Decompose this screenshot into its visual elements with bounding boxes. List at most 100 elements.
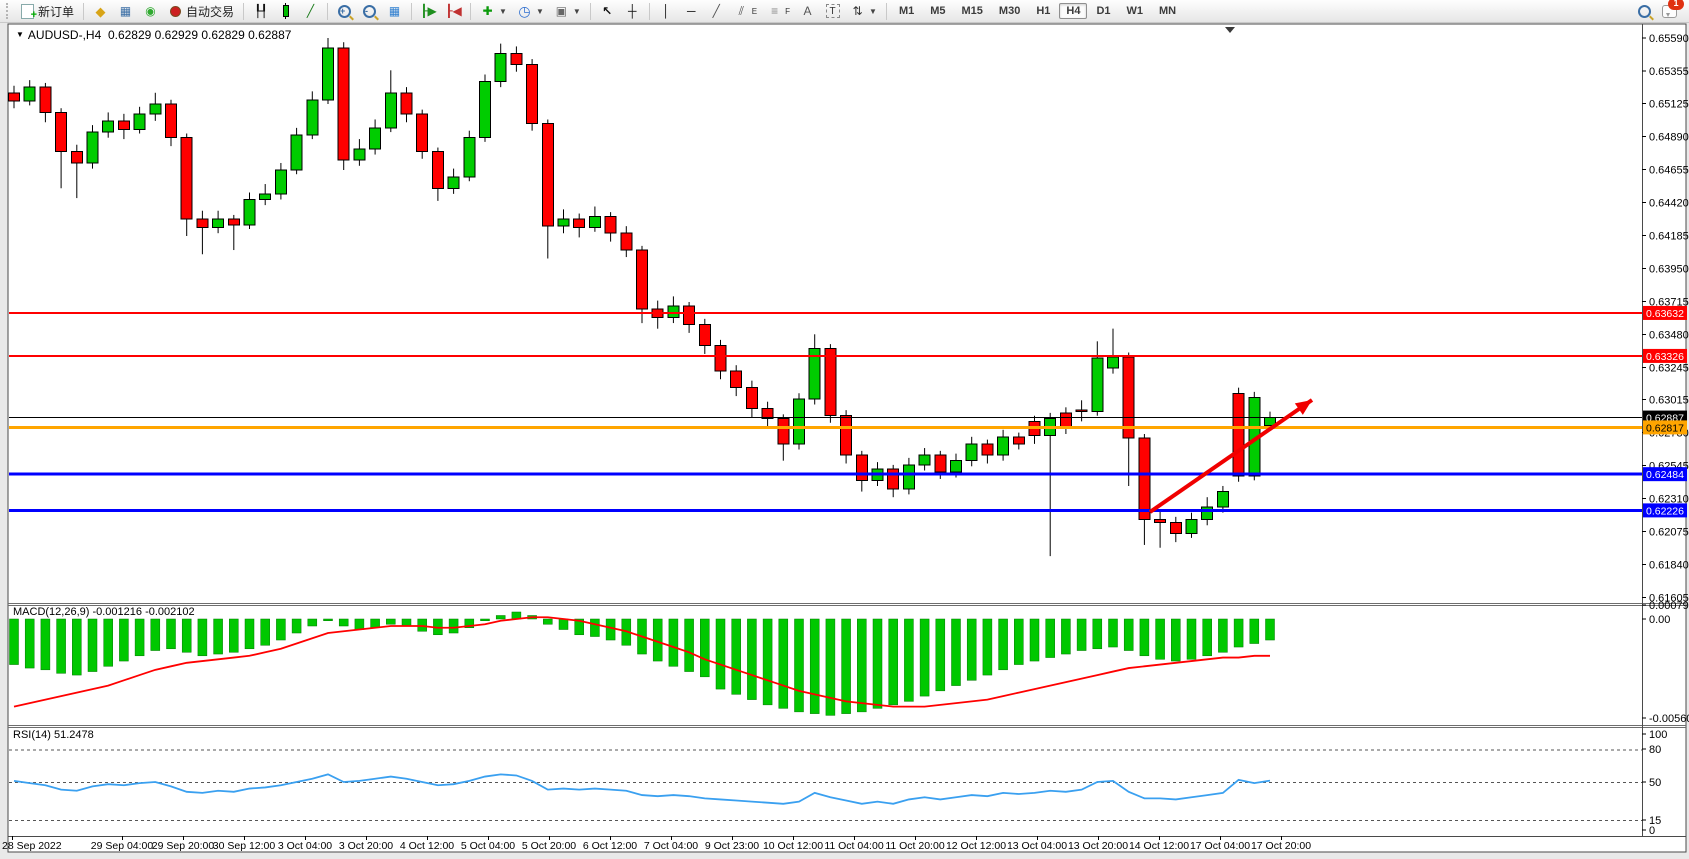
vertical-line-icon: │ bbox=[662, 3, 671, 18]
channel-button[interactable]: ⫽ E bbox=[729, 1, 762, 22]
macd-histogram-bar bbox=[1233, 618, 1244, 648]
price-badge-label: 0.62484 bbox=[1646, 469, 1684, 481]
candlestick bbox=[1232, 392, 1245, 477]
gold-button[interactable]: ◆ bbox=[88, 1, 113, 22]
horizontal-line-button[interactable]: ─ bbox=[679, 1, 704, 22]
candlestick bbox=[212, 218, 225, 229]
new-order-button[interactable]: 新订单 bbox=[15, 1, 79, 23]
arrows-button[interactable]: ⇅ ▼ bbox=[845, 1, 882, 22]
macd-histogram-bar bbox=[197, 618, 208, 657]
candlestick bbox=[1154, 519, 1167, 523]
zoom-in-icon: + bbox=[337, 4, 352, 19]
trend-arrow-head[interactable] bbox=[1294, 400, 1312, 415]
candlestick bbox=[510, 52, 523, 66]
macd-histogram-bar bbox=[213, 618, 223, 655]
candlestick bbox=[777, 418, 790, 445]
candlestick bbox=[8, 92, 20, 102]
label-button[interactable]: T bbox=[820, 1, 845, 22]
macd-histogram-bar bbox=[338, 618, 349, 627]
timeframe-button-M1[interactable]: M1 bbox=[898, 5, 915, 17]
tile-windows-button[interactable]: ▦ bbox=[382, 1, 407, 22]
candlestick bbox=[588, 215, 601, 229]
bar-chart-button[interactable]: ┞┦ bbox=[248, 1, 273, 22]
price-tick-label: 0.63015 bbox=[1649, 395, 1689, 407]
autotrading-button[interactable]: 自动交易 bbox=[163, 1, 239, 22]
macd-histogram-bar bbox=[244, 618, 255, 650]
timeframe-button-M30[interactable]: M30 bbox=[998, 5, 1021, 17]
macd-histogram-bar bbox=[260, 618, 270, 646]
time-tick-label: 11 Oct 20:00 bbox=[885, 840, 945, 852]
candlestick bbox=[86, 131, 99, 164]
line-chart-button[interactable]: ╱ bbox=[298, 1, 323, 22]
toolbar-separator bbox=[83, 2, 85, 20]
time-tick-label: 14 Oct 12:00 bbox=[1129, 840, 1189, 852]
chart-shift-button[interactable]: ┠◀ bbox=[441, 1, 466, 22]
timeframe-button-M5[interactable]: M5 bbox=[930, 5, 946, 17]
time-tick-label: 17 Oct 04:00 bbox=[1190, 840, 1250, 852]
price-tick-label: 0.65590 bbox=[1649, 33, 1689, 45]
macd-histogram-bar bbox=[1108, 618, 1118, 648]
price-tick-label: 0.62075 bbox=[1649, 527, 1689, 539]
candlestick bbox=[416, 113, 429, 153]
time-tick-label: 13 Oct 20:00 bbox=[1068, 840, 1128, 852]
time-tick-label: 6 Oct 12:00 bbox=[583, 840, 637, 852]
cursor-icon: ↖ bbox=[602, 3, 613, 18]
candlestick bbox=[39, 86, 52, 113]
indicators-button[interactable]: ✚ ▼ bbox=[475, 1, 512, 22]
candlestick bbox=[620, 232, 633, 251]
fibonacci-button[interactable]: ≡ F bbox=[762, 1, 795, 22]
indicator-tick-label: 0 bbox=[1649, 825, 1655, 837]
autotrading-icon bbox=[168, 4, 183, 19]
macd-histogram-bar bbox=[700, 618, 710, 678]
timeframe-button-D1[interactable]: D1 bbox=[1096, 5, 1111, 17]
price-tick-label: 0.64185 bbox=[1649, 230, 1689, 242]
macd-histogram-bar bbox=[448, 618, 459, 634]
chart-window-button[interactable]: ▦ bbox=[113, 1, 138, 22]
macd-histogram-bar bbox=[857, 618, 867, 713]
macd-histogram-bar bbox=[1123, 618, 1134, 651]
vertical-line-button[interactable]: │ bbox=[654, 1, 679, 22]
toolbar-drag-handle[interactable] bbox=[6, 3, 11, 19]
chat-icon[interactable]: 1 bbox=[1662, 0, 1684, 19]
periods-button[interactable]: ◷ ▼ bbox=[512, 1, 549, 22]
cursor-button[interactable]: ↖ bbox=[595, 1, 620, 22]
candlestick bbox=[604, 215, 617, 234]
auto-scroll-button[interactable]: ┠▶ bbox=[416, 1, 441, 22]
candlestick bbox=[1091, 357, 1104, 413]
candlestick bbox=[23, 86, 36, 102]
macd-histogram-bar bbox=[1029, 618, 1040, 662]
collapse-icon[interactable]: ▼ bbox=[16, 30, 24, 39]
candlestick bbox=[306, 99, 319, 136]
timeframe-button-H4[interactable]: H4 bbox=[1059, 3, 1088, 19]
candlestick-chart-icon bbox=[278, 3, 293, 19]
macd-histogram-bar bbox=[825, 618, 836, 716]
time-tick-label: 12 Oct 12:00 bbox=[946, 840, 1006, 852]
crosshair-button[interactable]: ┼ bbox=[620, 1, 645, 22]
timeframe-button-MN[interactable]: MN bbox=[1159, 5, 1177, 17]
macd-histogram-bar bbox=[291, 618, 302, 634]
timeframe-button-W1[interactable]: W1 bbox=[1126, 5, 1144, 17]
candlestick bbox=[997, 436, 1010, 456]
macd-histogram-bar bbox=[307, 618, 318, 627]
candlestick bbox=[1201, 506, 1214, 521]
templates-button[interactable]: ▣ ▼ bbox=[549, 1, 586, 22]
signal-button[interactable]: ◉ bbox=[138, 1, 163, 22]
candlestick bbox=[431, 151, 444, 189]
zoom-in-button[interactable]: + bbox=[332, 1, 357, 22]
text-button[interactable]: A bbox=[795, 1, 820, 22]
timeframe-button-M15[interactable]: M15 bbox=[961, 5, 983, 17]
candlestick bbox=[117, 120, 130, 130]
timeframe-button-H1[interactable]: H1 bbox=[1036, 5, 1051, 17]
search-icon[interactable] bbox=[1637, 4, 1652, 19]
chart-scroll-marker-icon[interactable] bbox=[1225, 27, 1235, 33]
macd-histogram-bar bbox=[1249, 618, 1260, 644]
macd-histogram-bar bbox=[1092, 618, 1103, 650]
trendline-button[interactable]: ╱ bbox=[704, 1, 729, 22]
candlestick bbox=[636, 249, 648, 310]
zoom-out-button[interactable]: - bbox=[357, 1, 382, 22]
macd-histogram-bar bbox=[715, 618, 726, 690]
candlestick-chart-button[interactable] bbox=[273, 1, 298, 22]
rsi-line bbox=[13, 773, 1271, 805]
trend-arrow-line[interactable] bbox=[1148, 398, 1314, 514]
toolbar-separator bbox=[589, 2, 591, 20]
